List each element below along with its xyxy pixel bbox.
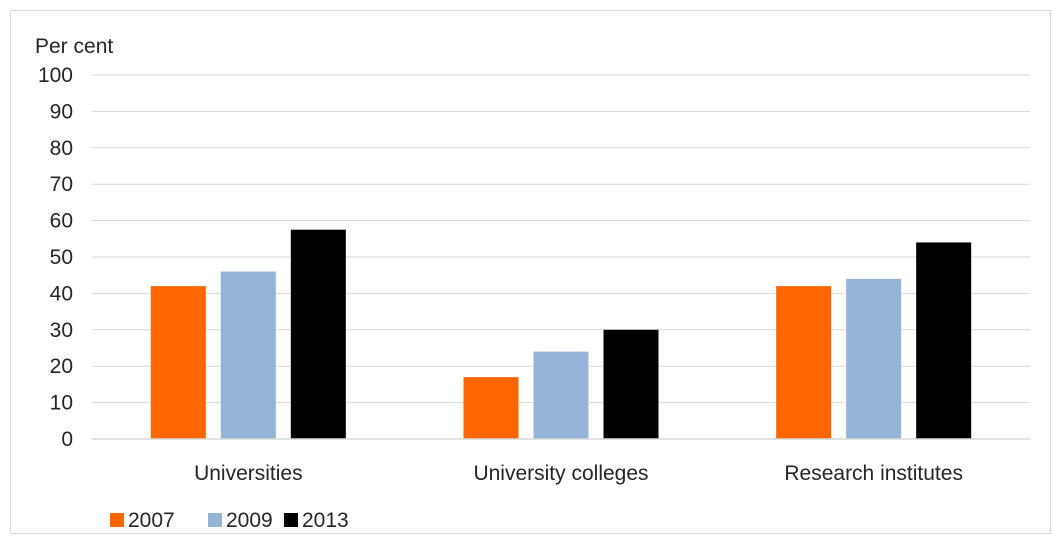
bar-2007 xyxy=(150,286,206,439)
y-tick-label: 90 xyxy=(50,100,73,123)
y-tick-label: 20 xyxy=(50,355,73,378)
y-tick-label: 50 xyxy=(50,246,73,269)
bar-2009 xyxy=(533,351,589,439)
legend-swatch-2013 xyxy=(284,513,298,527)
chart-frame xyxy=(10,10,1051,534)
bar-2013 xyxy=(290,229,346,439)
category-label: Universities xyxy=(194,462,303,485)
category-labels: Universities University colleges Research … xyxy=(194,462,963,485)
y-tick-label: 80 xyxy=(50,137,73,160)
bar-2007 xyxy=(776,286,832,439)
y-tick-label: 40 xyxy=(50,282,73,305)
y-tick-label: 100 xyxy=(38,64,73,87)
y-tick-label: 70 xyxy=(50,173,73,196)
category-label: Research institutes xyxy=(784,462,963,485)
legend-swatch-2007 xyxy=(110,513,124,527)
bar-2009 xyxy=(846,278,902,439)
legend-label: 2009 xyxy=(226,509,273,532)
y-tick-labels: 0 10 20 30 40 50 60 70 80 90 100 xyxy=(38,64,73,451)
y-tick-label: 30 xyxy=(50,319,73,342)
bars xyxy=(150,229,972,439)
y-axis-label: Per cent xyxy=(35,35,113,58)
legend-label: 2013 xyxy=(302,509,349,532)
bar-2013 xyxy=(916,242,972,439)
legend-label: 2007 xyxy=(128,509,175,532)
y-tick-label: 0 xyxy=(61,428,73,451)
bar-2009 xyxy=(220,271,276,439)
legend-swatch-2009 xyxy=(208,513,222,527)
legend: 2007 2009 2013 xyxy=(110,509,349,532)
y-tick-label: 60 xyxy=(50,210,73,233)
y-tick-label: 10 xyxy=(50,392,73,415)
bar-2013 xyxy=(603,329,659,439)
bar-2007 xyxy=(463,377,519,439)
category-label: University colleges xyxy=(473,462,648,485)
